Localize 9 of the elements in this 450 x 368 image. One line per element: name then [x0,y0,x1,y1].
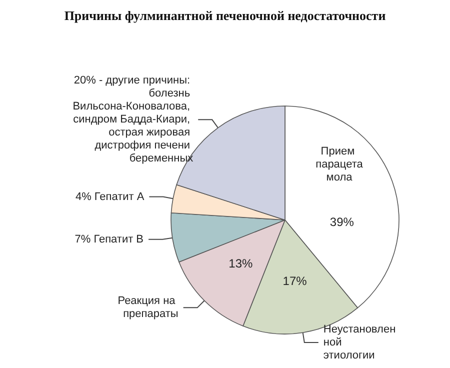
slice-label: Неустановленной этиологии [323,323,396,362]
data-label: 17% [282,274,308,288]
slice-label: 7% Гепатит В [74,233,144,246]
data-label: 13% [228,256,254,270]
data-label: 39% [330,215,354,230]
slice-label: 4% Гепатит А [75,190,145,203]
chart-title: Причины фулминантной печеночной недостаточности [64,8,386,23]
slice-label: Прием парацетамола [316,146,364,184]
slice-label: Реакция на препараты [118,295,178,320]
